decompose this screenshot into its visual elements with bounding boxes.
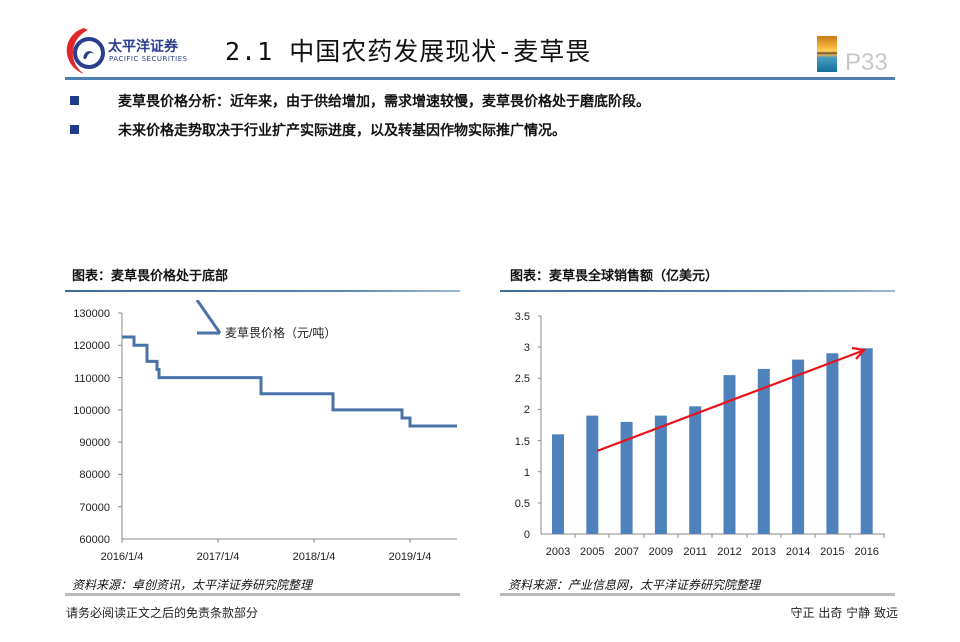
right-chart-title: 图表：麦草畏全球销售额（亿美元） [510, 269, 719, 284]
bullet-text-price-analysis: 麦草畏价格分析：近年来，由于供给增加，需求增速较慢，麦草畏价格处于磨底阶段。 [118, 94, 650, 110]
legend-label: 麦草畏价格（元/吨） [225, 325, 336, 340]
logo-name-cn: 太平洋证券 [108, 39, 178, 55]
y-tick-label: 80000 [79, 469, 110, 481]
x-tick-label: 2019/1/4 [389, 551, 432, 563]
y-tick-label: 2.5 [515, 373, 530, 385]
x-tick-label: 2016/1/4 [101, 551, 144, 563]
x-tick-label: 2009 [649, 546, 673, 558]
page-number: P33 [845, 49, 888, 76]
x-tick-label: 2003 [546, 546, 570, 558]
y-tick-label: 0 [524, 529, 530, 541]
logo-name-en: PACIFIC SECURITIES [109, 55, 188, 63]
x-tick-label: 2007 [614, 546, 638, 558]
x-tick-label: 2011 [683, 546, 707, 558]
header-divider [65, 77, 895, 80]
bullet-square-icon [70, 125, 79, 134]
bar-2012 [723, 375, 736, 534]
page-title: 2.1 中国农药发展现状-麦草畏 [225, 37, 592, 66]
x-tick-label: 2014 [786, 546, 810, 558]
left-chart-source: 资料来源：卓创资讯，太平洋证券研究院整理 [72, 578, 313, 592]
right-chart-bottom-rule [500, 593, 895, 596]
sunset-thumbnail-image [817, 36, 837, 72]
x-tick-label: 2015 [820, 546, 844, 558]
y-tick-label: 1 [524, 467, 530, 479]
x-tick-label: 2012 [717, 546, 741, 558]
left-chart-title: 图表：麦草畏价格处于底部 [72, 269, 229, 284]
bullet-text-future-trend: 未来价格走势取决于行业扩产实际进度，以及转基因作物实际推广情况。 [118, 123, 566, 139]
right-chart-source: 资料来源：产业信息网，太平洋证券研究院整理 [508, 578, 761, 592]
bar-2011 [689, 406, 702, 534]
bar-2014 [792, 359, 805, 534]
x-tick-label: 2018/1/4 [293, 551, 336, 563]
footer-disclaimer: 请务必阅读正文之后的免责条款部分 [66, 606, 259, 620]
footer-motto: 守正 出奇 宁静 致远 [790, 606, 898, 620]
y-tick-label: 0.5 [515, 498, 530, 510]
price-series-line [122, 335, 457, 428]
y-tick-label: 60000 [79, 534, 110, 546]
y-tick-label: 3 [524, 342, 530, 354]
y-tick-label: 110000 [74, 373, 110, 385]
x-tick-label: 2017/1/4 [197, 551, 240, 563]
trend-arrow-icon [596, 346, 867, 453]
bar-2003 [552, 434, 564, 534]
bar-2013 [757, 368, 770, 534]
bullet-square-icon [70, 96, 79, 105]
x-tick-label: 2005 [580, 546, 604, 558]
y-tick-label: 1.5 [515, 436, 530, 448]
y-tick-label: 120000 [73, 340, 110, 352]
x-tick-label: 2013 [752, 546, 776, 558]
x-tick-label: 2016 [854, 546, 878, 558]
y-tick-label: 90000 [79, 437, 110, 449]
bar-2016 [860, 348, 873, 534]
sales-bar-chart: 3.5 3 2.5 2 1.5 1 0.5 0 2003 2005 2007 2… [515, 311, 885, 558]
bar-2009 [654, 415, 667, 534]
right-chart-title-underline [500, 290, 895, 292]
price-line-chart: 130000 120000 110000 100000 90000 80000 … [73, 300, 457, 563]
bar-2015 [826, 353, 839, 534]
company-logo: 太平洋证券 PACIFIC SECURITIES [62, 24, 202, 76]
y-tick-label: 2 [524, 404, 530, 416]
y-tick-label: 130000 [73, 308, 110, 320]
legend-swatch [195, 300, 222, 334]
y-tick-label: 70000 [79, 502, 110, 514]
y-tick-label: 100000 [73, 405, 110, 417]
left-chart-bottom-rule [65, 593, 460, 596]
bar-2007 [620, 421, 633, 534]
logo-mark-icon [66, 28, 105, 74]
bar-2005 [586, 415, 599, 534]
left-chart-title-underline [65, 290, 460, 292]
y-tick-label: 3.5 [515, 311, 530, 323]
